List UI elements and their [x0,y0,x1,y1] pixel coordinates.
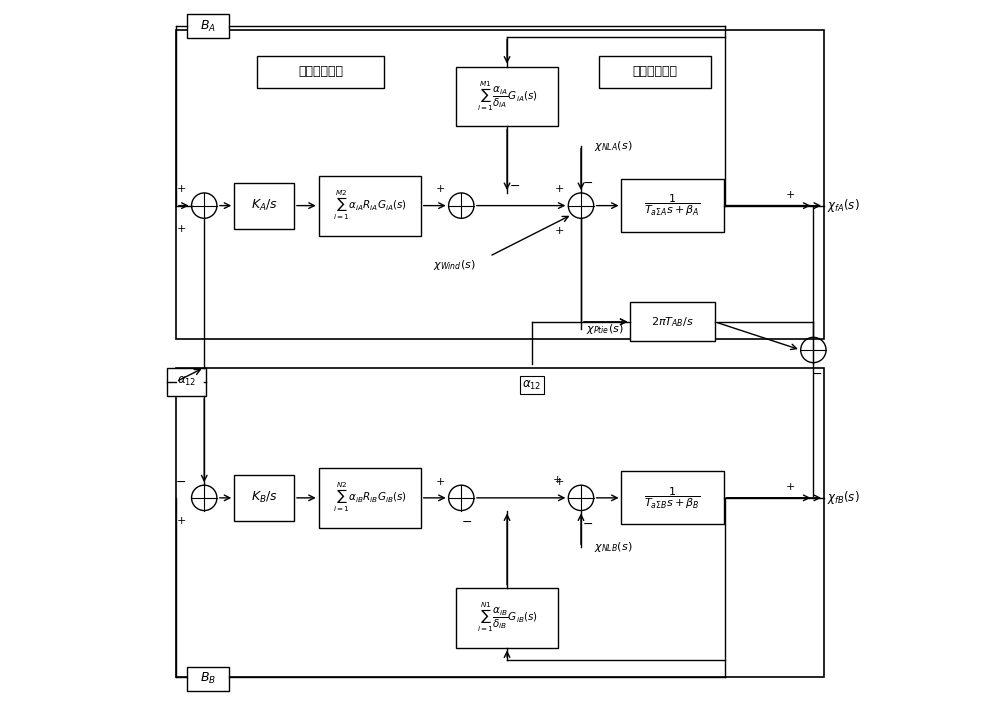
Text: $2\pi T_{AB}/s$: $2\pi T_{AB}/s$ [651,315,694,329]
Text: $\alpha_{12}$: $\alpha_{12}$ [177,375,196,388]
Text: 二次调频通道: 二次调频通道 [298,65,343,78]
Text: +: + [553,474,562,484]
Text: $\chi_{Wind}(s)$: $\chi_{Wind}(s)$ [433,259,475,272]
FancyBboxPatch shape [630,303,715,341]
FancyBboxPatch shape [167,368,206,396]
Text: $-$: $-$ [461,515,472,527]
FancyBboxPatch shape [456,66,558,127]
FancyBboxPatch shape [599,56,711,88]
Text: $-$: $-$ [811,367,822,380]
FancyBboxPatch shape [456,588,558,648]
FancyBboxPatch shape [319,468,421,528]
Text: +: + [435,477,445,486]
FancyBboxPatch shape [234,182,294,228]
Text: $\chi_{fA}(s)$: $\chi_{fA}(s)$ [827,197,860,214]
Text: $\alpha_{12}$: $\alpha_{12}$ [522,379,541,392]
Text: $-$: $-$ [582,517,594,530]
Text: +: + [555,226,565,236]
Text: $K_B/s$: $K_B/s$ [251,491,278,506]
Text: +: + [435,185,445,194]
FancyBboxPatch shape [187,667,229,691]
Text: +: + [785,482,795,492]
FancyBboxPatch shape [257,56,384,88]
FancyBboxPatch shape [621,179,724,232]
Text: $\dfrac{1}{T_{a\Sigma A}s+\beta_A}$: $\dfrac{1}{T_{a\Sigma A}s+\beta_A}$ [644,193,701,218]
Text: +: + [555,185,565,194]
Text: $\chi_{Ptie}(s)$: $\chi_{Ptie}(s)$ [586,322,624,336]
FancyBboxPatch shape [187,13,229,38]
FancyBboxPatch shape [319,175,421,235]
Text: +: + [176,185,186,194]
Text: $\sum_{i=1}^{N1}\dfrac{\alpha_{iB}}{\delta_{iB}}G_{iB}(s)$: $\sum_{i=1}^{N1}\dfrac{\alpha_{iB}}{\del… [477,601,537,634]
Text: $\chi_{NLB}(s)$: $\chi_{NLB}(s)$ [594,540,632,554]
FancyBboxPatch shape [234,475,294,521]
Text: $\sum_{i=1}^{M2}\alpha_{iA}R_{iA}G_{iA}(s)$: $\sum_{i=1}^{M2}\alpha_{iA}R_{iA}G_{iA}(… [333,189,407,222]
Text: $K_A/s$: $K_A/s$ [251,198,278,214]
Text: $\chi_{NLA}(s)$: $\chi_{NLA}(s)$ [594,139,632,153]
Text: $B_A$: $B_A$ [200,18,216,34]
Text: +: + [555,477,565,486]
Text: $\dfrac{1}{T_{a\Sigma B}s+\beta_B}$: $\dfrac{1}{T_{a\Sigma B}s+\beta_B}$ [644,485,701,510]
Text: 一次调频通道: 一次调频通道 [632,65,677,78]
Text: $-$: $-$ [509,180,520,192]
FancyBboxPatch shape [621,472,724,525]
Text: $\sum_{i=1}^{N2}\alpha_{iB}R_{iB}G_{iB}(s)$: $\sum_{i=1}^{N2}\alpha_{iB}R_{iB}G_{iB}(… [333,481,407,515]
Text: $\chi_{fB}(s)$: $\chi_{fB}(s)$ [827,489,860,506]
Text: $-$: $-$ [175,475,187,488]
Text: $-$: $-$ [582,176,594,189]
Text: +: + [785,190,795,200]
Text: $B_B$: $B_B$ [200,672,216,686]
Text: $\sum_{i=1}^{M1}\dfrac{\alpha_{iA}}{\delta_{iA}}G_{iA}(s)$: $\sum_{i=1}^{M1}\dfrac{\alpha_{iA}}{\del… [477,80,537,113]
Text: +: + [176,516,186,526]
Text: +: + [176,224,186,234]
